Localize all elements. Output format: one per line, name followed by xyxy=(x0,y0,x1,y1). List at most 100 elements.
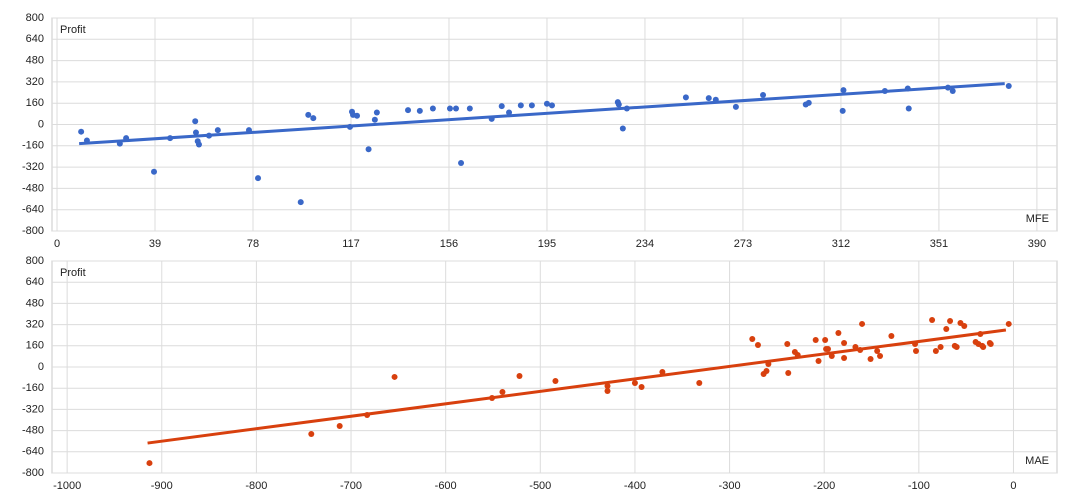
point xyxy=(305,111,312,118)
point xyxy=(615,101,622,108)
point xyxy=(912,347,919,354)
point xyxy=(696,380,703,387)
point xyxy=(543,100,550,107)
point xyxy=(466,105,473,112)
point xyxy=(932,347,939,354)
point xyxy=(888,332,895,339)
y-tick-label: 160 xyxy=(26,340,44,352)
point xyxy=(749,336,756,343)
point xyxy=(631,380,638,387)
x-tick-label: 39 xyxy=(149,238,161,250)
point xyxy=(146,460,153,467)
point xyxy=(214,127,221,134)
x-tick-label: 0 xyxy=(1010,480,1016,492)
point xyxy=(336,422,343,429)
x-tick-label: -800 xyxy=(245,480,267,492)
point xyxy=(835,329,842,336)
point xyxy=(937,343,944,350)
point xyxy=(929,316,936,323)
point xyxy=(659,369,666,376)
point xyxy=(638,384,645,391)
y-tick-label: 160 xyxy=(26,97,44,109)
point xyxy=(506,109,513,116)
point xyxy=(619,125,626,132)
y-tick-label: -320 xyxy=(22,403,44,415)
point xyxy=(371,116,378,123)
x-axis-label: MAE xyxy=(1025,455,1049,467)
point xyxy=(1005,83,1012,90)
point xyxy=(812,336,819,343)
point xyxy=(255,175,262,182)
point xyxy=(943,325,950,332)
point xyxy=(867,356,874,363)
y-tick-label: -640 xyxy=(22,446,44,458)
y-tick-label: -800 xyxy=(22,467,44,479)
y-tick-label: -640 xyxy=(22,204,44,216)
point xyxy=(815,358,822,365)
point xyxy=(151,168,158,175)
point xyxy=(763,367,770,374)
y-tick-label: -160 xyxy=(22,382,44,394)
point xyxy=(453,105,460,112)
y-tick-label: -800 xyxy=(22,225,44,237)
y-tick-label: -480 xyxy=(22,182,44,194)
point xyxy=(297,199,304,206)
point xyxy=(308,431,315,438)
y-axis-label: Profit xyxy=(60,267,86,279)
point xyxy=(1005,320,1012,327)
x-tick-label: -700 xyxy=(340,480,362,492)
y-tick-label: 480 xyxy=(26,55,44,67)
x-tick-label: -400 xyxy=(624,480,646,492)
point xyxy=(947,318,954,325)
point xyxy=(373,109,380,116)
y-tick-label: 800 xyxy=(26,255,44,267)
x-tick-label: 390 xyxy=(1028,238,1046,250)
point xyxy=(705,95,712,102)
point xyxy=(499,389,506,396)
x-tick-label: -300 xyxy=(719,480,741,492)
point xyxy=(195,141,202,148)
x-tick-label: 273 xyxy=(734,238,752,250)
point xyxy=(953,343,960,350)
x-tick-label: 351 xyxy=(930,238,948,250)
point xyxy=(192,118,199,125)
point xyxy=(354,112,361,119)
y-tick-label: 0 xyxy=(38,361,44,373)
y-tick-label: -320 xyxy=(22,161,44,173)
point xyxy=(905,105,912,112)
point xyxy=(824,345,831,352)
point xyxy=(841,354,848,361)
point xyxy=(78,128,85,135)
x-tick-label: -500 xyxy=(529,480,551,492)
point xyxy=(604,387,611,394)
x-tick-label: 117 xyxy=(342,238,360,250)
x-tick-label: 234 xyxy=(636,238,654,250)
point xyxy=(528,102,535,109)
y-tick-label: 480 xyxy=(26,297,44,309)
point xyxy=(839,107,846,114)
point xyxy=(754,342,761,349)
point xyxy=(458,159,465,166)
point xyxy=(980,343,987,350)
y-tick-label: -160 xyxy=(22,140,44,152)
point xyxy=(192,129,199,136)
x-tick-label: 156 xyxy=(440,238,458,250)
point xyxy=(310,115,317,122)
y-tick-label: 640 xyxy=(26,276,44,288)
y-tick-label: 320 xyxy=(26,76,44,88)
point xyxy=(784,340,791,347)
x-tick-label: 195 xyxy=(538,238,556,250)
x-tick-label: -100 xyxy=(908,480,930,492)
point xyxy=(732,103,739,110)
point xyxy=(961,323,968,330)
y-tick-label: -480 xyxy=(22,425,44,437)
point xyxy=(405,107,412,114)
point xyxy=(429,105,436,112)
point xyxy=(822,336,829,343)
point xyxy=(446,105,453,112)
x-tick-label: -1000 xyxy=(53,480,81,492)
trend-line xyxy=(147,328,1007,445)
point xyxy=(498,103,505,110)
point xyxy=(548,102,555,109)
point xyxy=(859,320,866,327)
